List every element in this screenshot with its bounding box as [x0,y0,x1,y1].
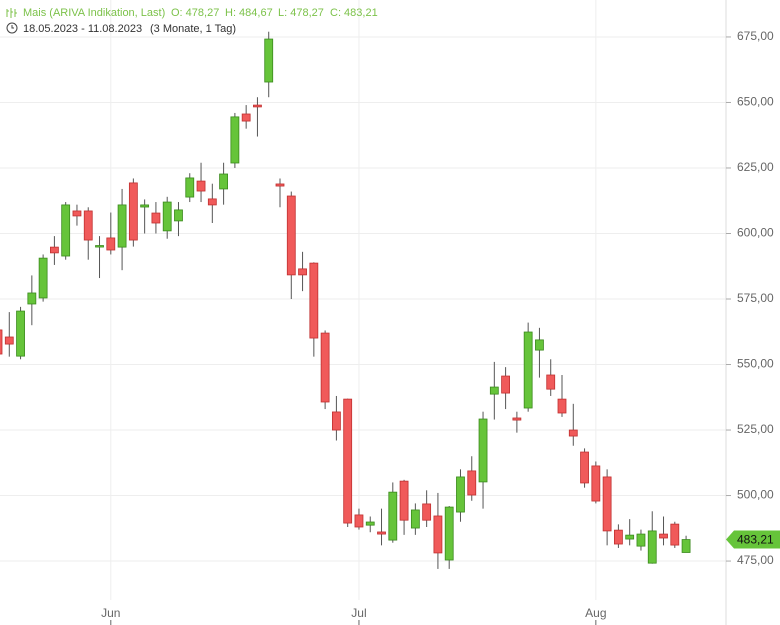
candle-body [309,262,319,339]
y-tick-label: 575,00 [737,291,774,305]
candle-body [185,177,195,198]
candle-body [174,209,183,222]
header: Mais (ARIVA Indikation, Last) O: 478,27 … [6,7,378,35]
date-range: 18.05.2023 - 11.08.2023 [23,23,142,35]
period: (3 Monate, 1 Tag) [150,23,236,35]
candle-body [410,509,420,529]
candle-body [95,245,104,248]
y-tick-label: 500,00 [737,488,774,502]
candle-body [614,529,623,545]
candle-body [580,451,589,484]
candle-body [128,182,138,241]
candle-body [151,212,161,224]
candle-body [264,38,274,83]
clock-icon [6,22,18,34]
ohlc-label: L: 478,27 [278,7,324,19]
candle-body [230,116,240,164]
candle-body [286,195,296,276]
candle-body [38,257,48,299]
candle-body [298,268,307,276]
y-tick-label: 625,00 [737,160,774,174]
candle-body [557,398,567,414]
candle-body [207,198,217,206]
y-tick-label: 675,00 [737,29,774,43]
candle-body [331,411,341,431]
y-tick-label: 550,00 [737,357,774,371]
ohlc-label: O: 478,27 [171,7,219,19]
x-tick-label: Aug [585,606,606,620]
candle-body [670,523,680,546]
y-tick-label: 650,00 [737,95,774,109]
clock-hand [11,25,14,29]
candle-body [4,336,14,345]
chart-title: Mais (ARIVA Indikation, Last) [23,7,165,19]
candle-body [636,533,646,547]
candle-body [681,539,691,553]
candle-body [523,331,533,409]
ohlc-label: C: 483,21 [330,7,378,19]
ohlc-icon [6,8,17,18]
candle-body [61,204,71,257]
candle-body [140,204,150,208]
candle-body [467,470,477,496]
candle-body [489,386,499,395]
candle-body [377,531,386,535]
candle-body [478,418,488,483]
ohlc-label: H: 484,67 [225,7,273,19]
candle-body [343,398,353,524]
candle-body [253,104,262,108]
x-tick-label: Jun [101,606,120,620]
candle-body [625,534,635,540]
candle-body [659,533,668,539]
candle-body [388,491,398,541]
candle-body [275,183,285,187]
candle-body [117,204,127,248]
candle-body [535,339,544,351]
y-tick-label: 475,00 [737,553,774,567]
candle-body [241,113,251,122]
candle-body [501,375,511,394]
candle-body [647,530,657,564]
candle-body [16,310,25,357]
last-value-label: 483,21 [737,533,774,547]
candle-body [196,180,206,192]
candle-body [72,210,82,217]
grid [0,0,726,600]
candle-body [433,515,443,554]
last-value-box [726,530,780,549]
candle-body [320,332,330,403]
candle-body [219,173,229,190]
candle-body [365,521,375,526]
candle-body [422,503,432,521]
candle-body [83,210,93,241]
candle-body [602,476,612,532]
y-tick-label: 525,00 [737,422,774,436]
candle-body [568,429,578,437]
candle-body [354,514,364,528]
candle-body [512,417,522,421]
candle-body [591,465,601,502]
candle-body [546,374,556,390]
candle-body [456,476,465,513]
candle-body [444,506,454,561]
candle-body [0,329,3,355]
y-tick-label: 600,00 [737,226,774,240]
candle-body [50,246,59,254]
candle-body [106,237,116,251]
candle-body [399,480,409,521]
candle-body [27,292,37,305]
candle-body [162,201,172,232]
x-tick-label: Jul [351,606,366,620]
